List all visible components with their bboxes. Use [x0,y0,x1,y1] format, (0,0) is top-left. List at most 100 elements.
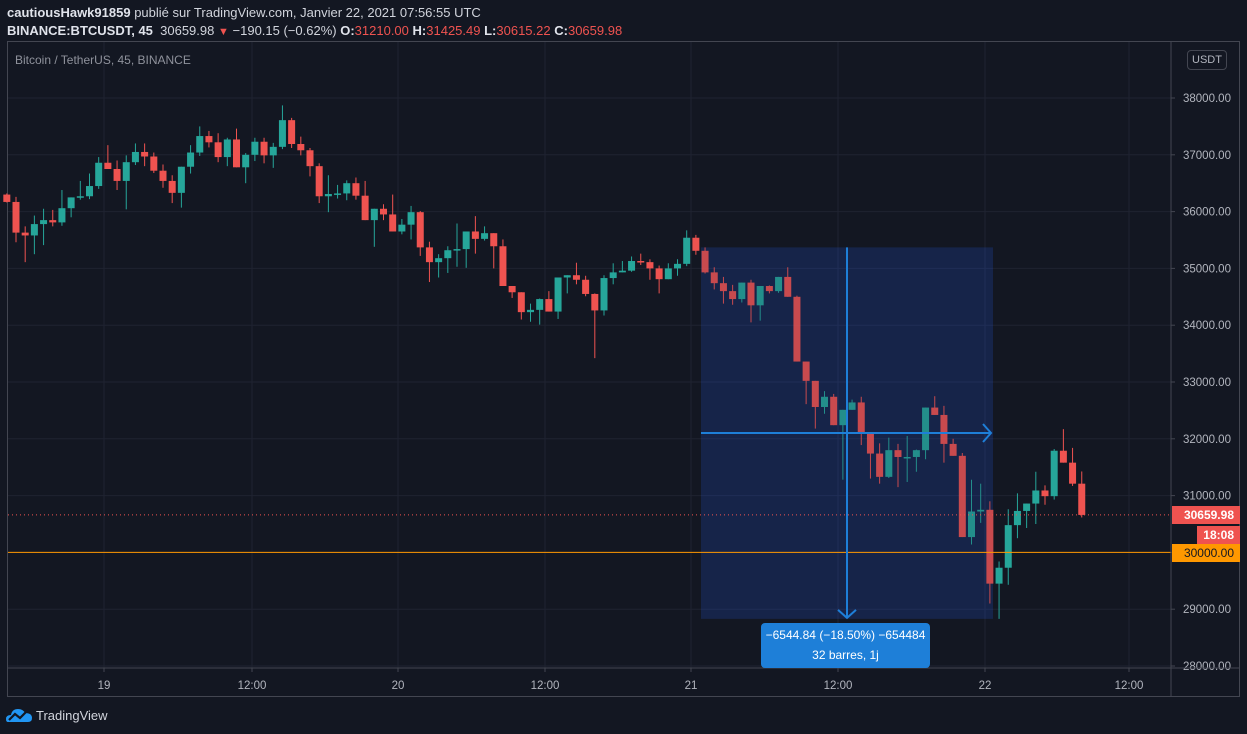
time-tick-label: 12:00 [1115,680,1144,692]
candle [958,453,966,538]
candle [912,449,920,472]
time-axis[interactable]: 19 12:00 20 12:00 21 12:00 22 12:00 [8,667,1240,692]
candle [389,194,397,232]
candle [1004,509,1012,585]
candle [40,208,48,246]
candle [866,431,874,479]
candle [729,284,737,305]
candle [306,147,314,177]
price-tick-label: 33000.00 [1183,377,1231,389]
time-tick-label: 21 [685,680,698,692]
chart-overlays [8,247,1171,620]
candle [995,561,1003,619]
last-price: 30659.98 [160,23,215,38]
grid-lines [8,42,1171,668]
candle [977,483,985,523]
candle [1023,503,1031,528]
candle [159,164,167,188]
candle [95,157,103,189]
candle [444,246,452,273]
candle [398,218,406,235]
candle [58,190,66,226]
candle [168,175,176,204]
candle [949,438,957,456]
close-label: C: [554,23,568,38]
candle [618,261,626,273]
candle [67,197,75,218]
candle [637,253,645,265]
candle [187,145,195,174]
candle [830,393,838,426]
candle [380,204,387,221]
candle [260,137,268,164]
candle [609,263,617,285]
chart-frame [7,41,1240,697]
currency-button[interactable]: USDT [1187,50,1227,70]
footer-brand[interactable]: TradingView [6,706,108,724]
candle [674,259,681,276]
candle [1069,447,1077,486]
price-change: −190.15 (−0.62%) [232,23,337,38]
candle [324,175,332,213]
symbol-label: BINANCE:BTCUSDT, 45 [7,23,153,38]
candle [536,298,544,325]
candle [490,233,498,269]
candle [692,234,700,255]
price-axis[interactable]: 38000.00 37000.00 36000.00 35000.00 34000.00… [1170,42,1231,697]
candle [12,196,20,243]
candle [839,409,847,480]
candle [811,380,819,429]
candle [278,105,286,150]
candle [1032,471,1040,524]
candle [150,152,158,173]
current-price-tag: 30659.98 [1172,506,1240,524]
candle [821,391,828,414]
time-tick-label: 19 [98,680,111,692]
low-value: 30615.22 [496,23,551,38]
candle [3,193,11,203]
price-tick-label: 32000.00 [1183,434,1231,446]
low-label: L: [484,23,497,38]
measure-delta: −6544.84 (−18.50%) −654484 [765,628,926,642]
candle [1013,493,1021,539]
candle [903,435,911,482]
candle [453,223,461,267]
candle [214,133,222,163]
candle [131,143,139,166]
published-text: publié sur TradingView.com, Janvier 22, … [130,5,481,20]
price-tick-label: 35000.00 [1183,263,1231,275]
candle [517,292,525,320]
candle [857,396,865,446]
close-value: 30659.98 [567,23,623,38]
candle [664,263,672,280]
author-name[interactable]: cautiousHawk91859 [7,5,131,20]
candle [1050,449,1058,500]
candle [370,208,378,247]
price-tick-label: 38000.00 [1183,93,1231,105]
candle [435,254,443,278]
candle [1078,471,1086,518]
candle [416,211,424,256]
candle [968,479,975,545]
chart-title: Bitcoin / TetherUS, 45, BINANCE [15,53,191,67]
horizontal-level-tag[interactable]: 30000.00 [1172,544,1240,562]
candle [122,155,130,210]
ohlc-line: BINANCE:BTCUSDT, 45 30659.98 ▼ −190.15 (… [7,22,622,41]
tradingview-logo-icon [6,709,32,722]
candle [508,286,516,298]
candle [334,184,342,199]
price-tick-label: 36000.00 [1183,207,1231,219]
candle [756,286,764,321]
candle [527,303,534,322]
candle [407,205,415,240]
candle [885,437,893,478]
candle [793,295,801,362]
candle [86,173,93,200]
candle [223,137,231,167]
publish-header: cautiousHawk91859 publié sur TradingView… [7,4,622,41]
candle [30,215,38,255]
candle [582,275,590,297]
price-tick-label: 28000.00 [1183,661,1231,673]
high-value: 31425.49 [426,23,481,38]
